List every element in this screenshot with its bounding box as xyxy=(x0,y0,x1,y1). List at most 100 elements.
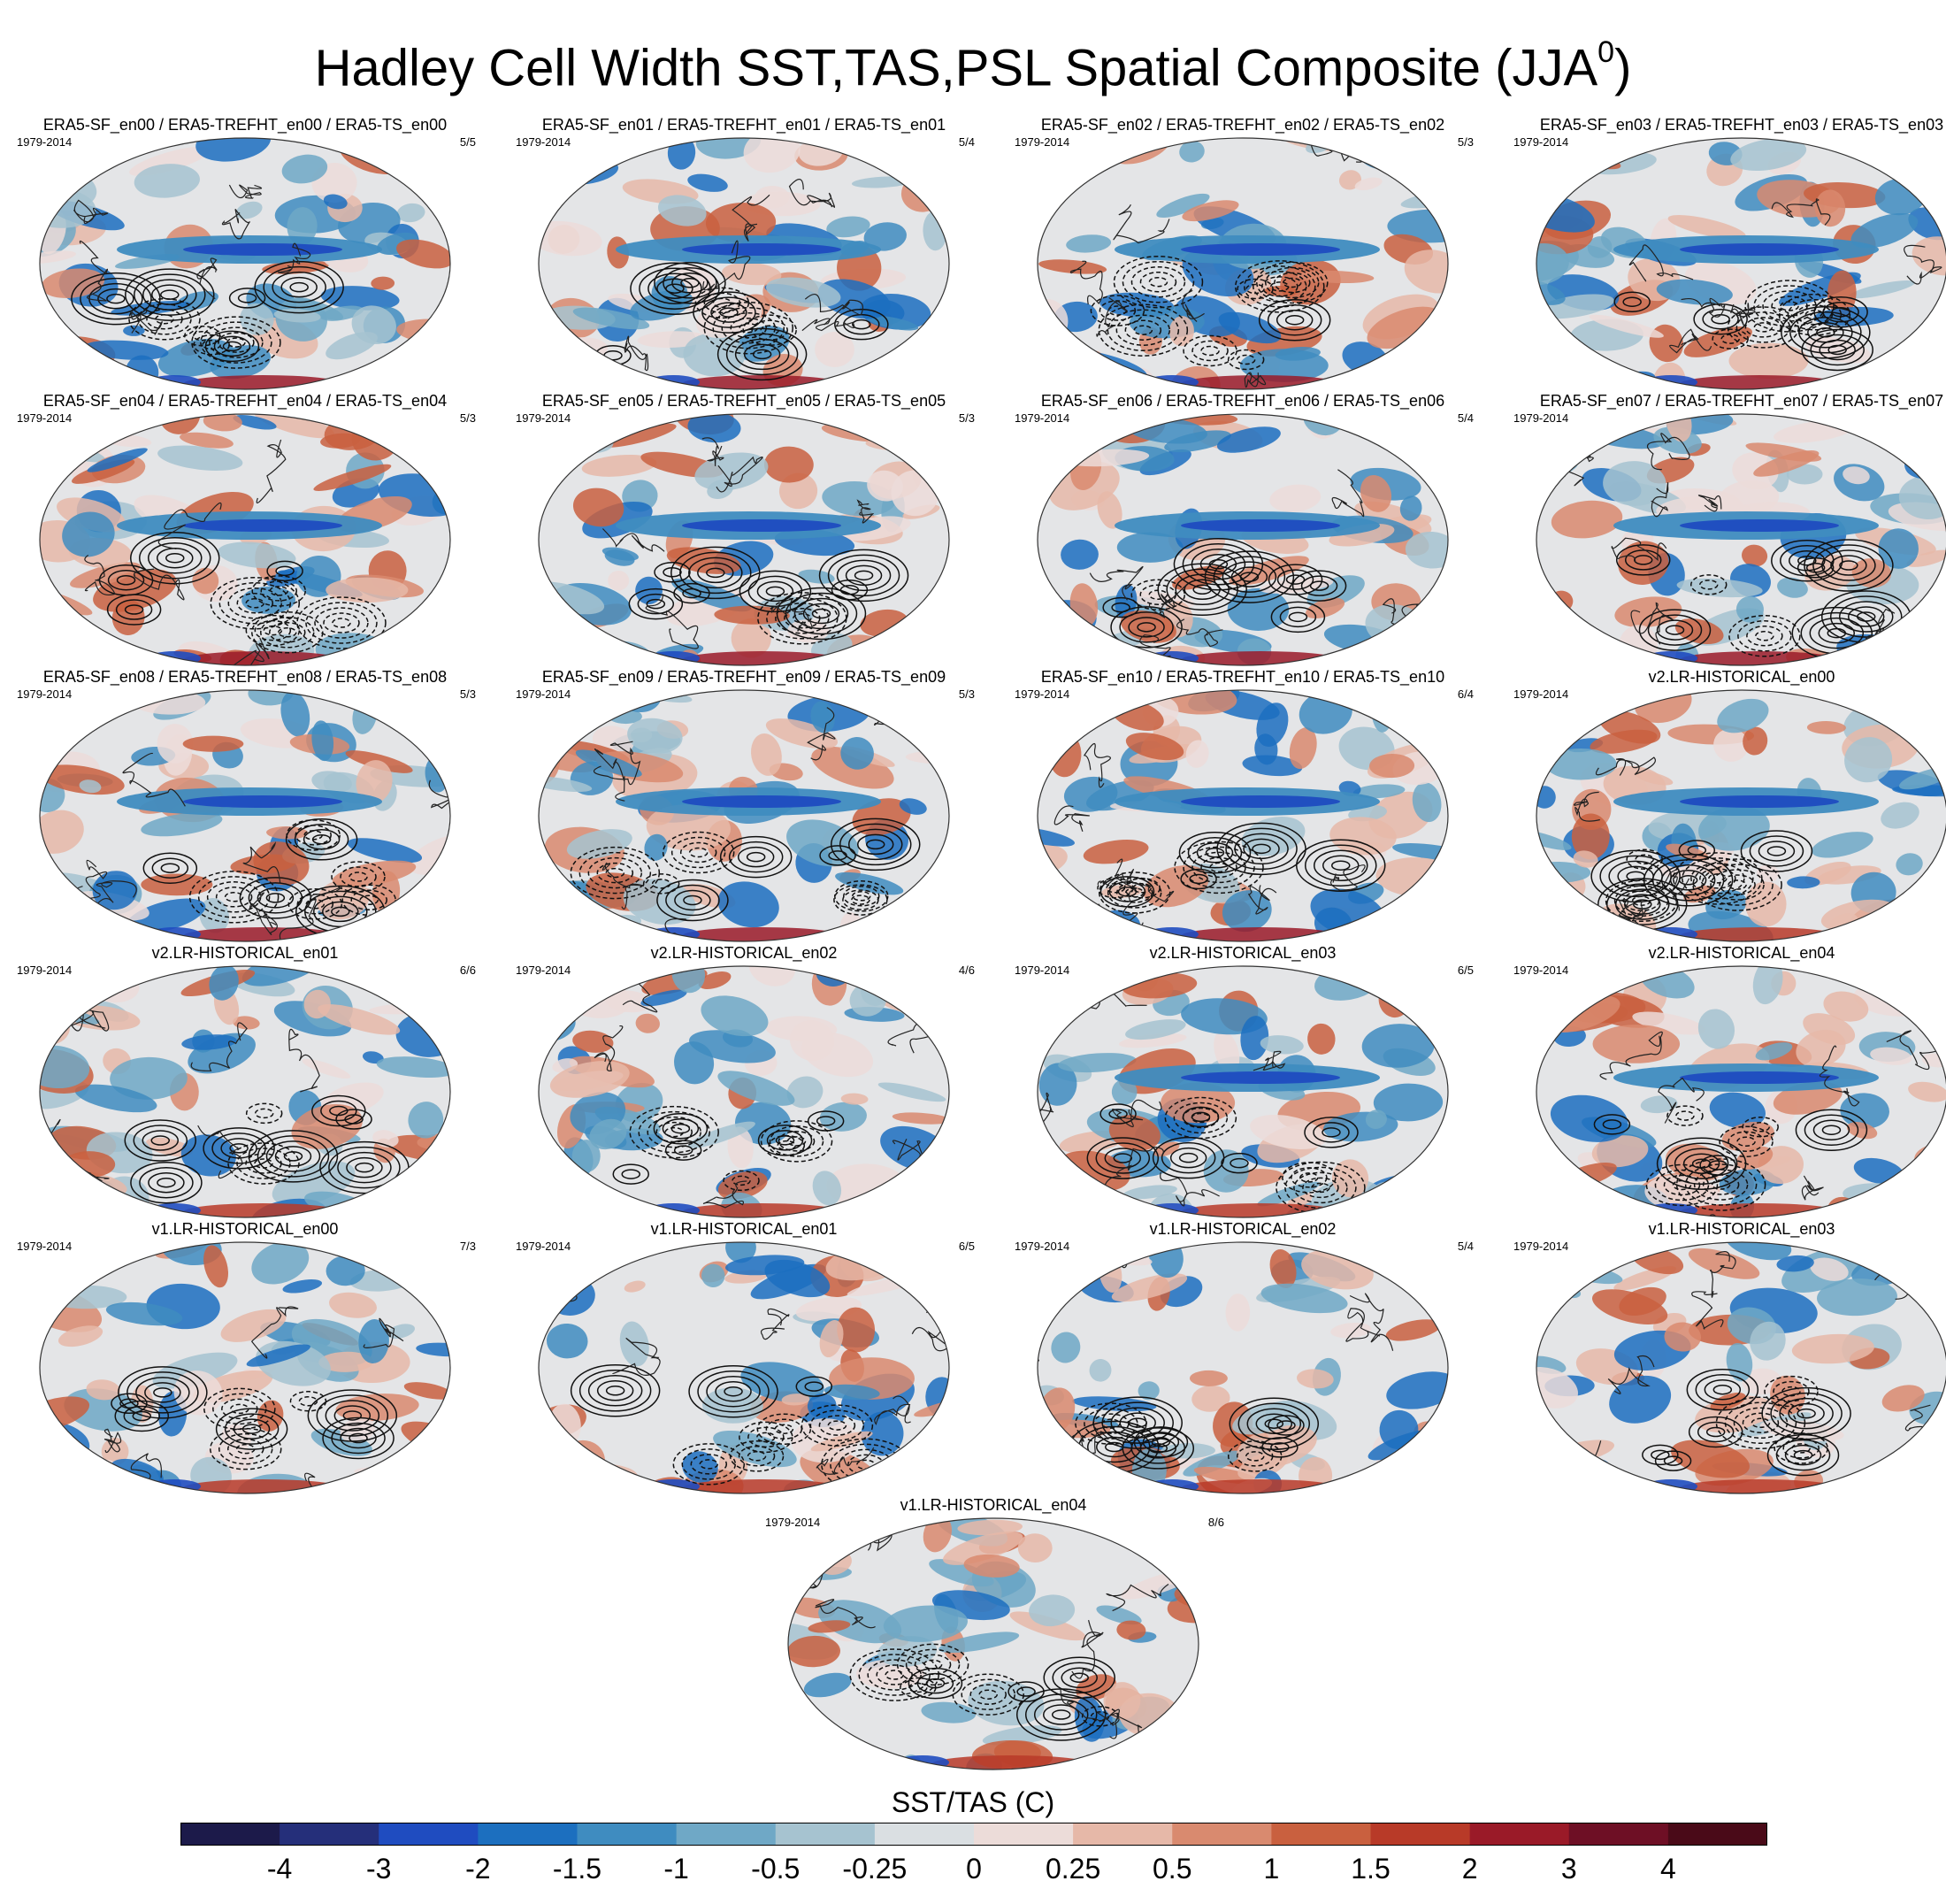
panel-title: v1.LR-HISTORICAL_en04 xyxy=(900,1496,1087,1514)
map-panel: v2.LR-HISTORICAL_en01 1979-2014 6/6 xyxy=(2,943,488,1218)
colorbar-tick-label: 0.5 xyxy=(1153,1853,1192,1885)
map-panel: ERA5-SF_en01 / ERA5-TREFHT_en01 / ERA5-T… xyxy=(501,115,987,390)
colorbar-tick-label: 3 xyxy=(1560,1853,1577,1885)
colorbar-tick-label: -0.25 xyxy=(842,1853,908,1885)
panel-title: v1.LR-HISTORICAL_en03 xyxy=(1648,1220,1835,1238)
colorbar-swatch xyxy=(180,1823,280,1846)
colorbar-tick-label: 0.25 xyxy=(1045,1853,1101,1885)
map-plot xyxy=(1536,689,1946,942)
map-panel: ERA5-SF_en05 / ERA5-TREFHT_en05 / ERA5-T… xyxy=(501,391,987,666)
panel-count: 5/3 xyxy=(958,411,975,425)
panel-period: 1979-2014 xyxy=(516,964,571,977)
panel-period: 1979-2014 xyxy=(1513,1240,1569,1253)
map-plot xyxy=(538,965,950,1218)
panel-title: ERA5-SF_en04 / ERA5-TREFHT_en04 / ERA5-T… xyxy=(42,392,448,410)
colorbar-swatch xyxy=(1172,1823,1272,1846)
panel-title: v1.LR-HISTORICAL_en02 xyxy=(1149,1220,1337,1238)
panel-count: 5/5 xyxy=(459,135,476,149)
panel-period: 1979-2014 xyxy=(1513,135,1569,149)
panel-period: 1979-2014 xyxy=(1015,1240,1070,1253)
map-plot xyxy=(787,1517,1199,1770)
panel-period: 1979-2014 xyxy=(17,135,73,149)
panel-period: 1979-2014 xyxy=(1015,135,1070,149)
colorbar-tick-label: -1.5 xyxy=(552,1853,602,1885)
panel-count: 7/3 xyxy=(459,1240,476,1253)
map-plot xyxy=(1037,689,1449,942)
colorbar-swatch xyxy=(1370,1823,1471,1846)
panel-title: ERA5-SF_en09 / ERA5-TREFHT_en09 / ERA5-T… xyxy=(541,668,946,686)
map-plot xyxy=(39,137,451,390)
panel-title: ERA5-SF_en02 / ERA5-TREFHT_en02 / ERA5-T… xyxy=(1040,116,1445,134)
panel-period: 1979-2014 xyxy=(765,1516,821,1529)
map-panel: ERA5-SF_en04 / ERA5-TREFHT_en04 / ERA5-T… xyxy=(2,391,488,666)
panel-period: 1979-2014 xyxy=(1015,964,1070,977)
panel-period: 1979-2014 xyxy=(17,411,73,425)
colorbar-tick-label: 1.5 xyxy=(1351,1853,1391,1885)
map-panel: ERA5-SF_en09 / ERA5-TREFHT_en09 / ERA5-T… xyxy=(501,667,987,942)
colorbar-swatch xyxy=(775,1823,876,1846)
panel-title: ERA5-SF_en01 / ERA5-TREFHT_en01 / ERA5-T… xyxy=(541,116,946,134)
map-plot xyxy=(1037,137,1449,390)
panel-title: ERA5-SF_en00 / ERA5-TREFHT_en00 / ERA5-T… xyxy=(42,116,448,134)
colorbar-swatch xyxy=(1073,1823,1173,1846)
map-plot xyxy=(39,689,451,942)
colorbar-swatch xyxy=(874,1823,975,1846)
colorbar-tick-labels: -4 -3 -2 -1.5 -1 -0.5 -0.25 0 0.25 0.5 1 1.5 2 3 4 xyxy=(0,1851,1946,1890)
colorbar-swatch xyxy=(676,1823,777,1846)
map-plot xyxy=(1037,1241,1449,1494)
colorbar-swatch xyxy=(974,1823,1074,1846)
map-plot xyxy=(1536,413,1946,666)
colorbar-tick-label: 4 xyxy=(1659,1853,1676,1885)
map-panel: v2.LR-HISTORICAL_en02 1979-2014 4/6 xyxy=(501,943,987,1218)
chart-title: Hadley Cell Width SST,TAS,PSL Spatial Co… xyxy=(314,35,1632,97)
panel-count: 6/5 xyxy=(1457,964,1474,977)
panel-count: 4/6 xyxy=(958,964,975,977)
map-plot xyxy=(538,413,950,666)
panel-count: 5/3 xyxy=(459,687,476,701)
map-plot xyxy=(1536,1241,1946,1494)
panel-title: v2.LR-HISTORICAL_en03 xyxy=(1149,944,1337,962)
panel-count: 5/4 xyxy=(1457,1240,1474,1253)
map-panel: v1.LR-HISTORICAL_en01 1979-2014 6/5 xyxy=(501,1219,987,1494)
colorbar-swatch xyxy=(1271,1823,1372,1846)
panel-period: 1979-2014 xyxy=(1015,411,1070,425)
map-panel: ERA5-SF_en02 / ERA5-TREFHT_en02 / ERA5-T… xyxy=(1000,115,1486,390)
colorbar-swatch xyxy=(280,1823,379,1846)
panel-count: 5/4 xyxy=(958,135,975,149)
panel-title: ERA5-SF_en10 / ERA5-TREFHT_en10 / ERA5-T… xyxy=(1040,668,1445,686)
colorbar-title: SST/TAS (C) xyxy=(891,1786,1055,1818)
colorbar-swatch xyxy=(1667,1823,1767,1846)
map-plot xyxy=(1037,413,1449,666)
map-panel: ERA5-SF_en10 / ERA5-TREFHT_en10 / ERA5-T… xyxy=(1000,667,1486,942)
panel-count: 5/3 xyxy=(459,411,476,425)
panel-period: 1979-2014 xyxy=(1513,687,1569,701)
panel-title: v2.LR-HISTORICAL_en02 xyxy=(650,944,838,962)
map-panel: ERA5-SF_en08 / ERA5-TREFHT_en08 / ERA5-T… xyxy=(2,667,488,942)
panel-count: 6/6 xyxy=(459,964,476,977)
panel-title: v1.LR-HISTORICAL_en01 xyxy=(650,1220,838,1238)
panel-title: v2.LR-HISTORICAL_en01 xyxy=(151,944,339,962)
panel-title: ERA5-SF_en06 / ERA5-TREFHT_en06 / ERA5-T… xyxy=(1040,392,1445,410)
panel-title: ERA5-SF_en03 / ERA5-TREFHT_en03 / ERA5-T… xyxy=(1539,116,1944,134)
panel-count: 6/4 xyxy=(1457,687,1474,701)
map-panel: v2.LR-HISTORICAL_en03 1979-2014 6/5 xyxy=(1000,943,1486,1218)
colorbar-swatch xyxy=(379,1823,479,1846)
panel-title: v2.LR-HISTORICAL_en04 xyxy=(1648,944,1835,962)
panel-count: 5/3 xyxy=(1457,135,1474,149)
panel-count: 5/3 xyxy=(958,687,975,701)
colorbar-swatch xyxy=(478,1823,578,1846)
map-plot xyxy=(1536,137,1946,390)
colorbar-tick-label: 1 xyxy=(1263,1853,1280,1885)
map-plot xyxy=(1536,965,1946,1218)
panel-title: ERA5-SF_en07 / ERA5-TREFHT_en07 / ERA5-T… xyxy=(1539,392,1944,410)
map-panel: v1.LR-HISTORICAL_en00 1979-2014 7/3 xyxy=(2,1219,488,1494)
panel-period: 1979-2014 xyxy=(1513,964,1569,977)
panel-period: 1979-2014 xyxy=(516,411,571,425)
colorbar-tick-label: 0 xyxy=(966,1853,982,1885)
panel-title: ERA5-SF_en05 / ERA5-TREFHT_en05 / ERA5-T… xyxy=(541,392,946,410)
panel-count: 6/5 xyxy=(958,1240,975,1253)
colorbar-swatch xyxy=(577,1823,678,1846)
panel-period: 1979-2014 xyxy=(17,687,73,701)
panel-count: 5/4 xyxy=(1457,411,1474,425)
